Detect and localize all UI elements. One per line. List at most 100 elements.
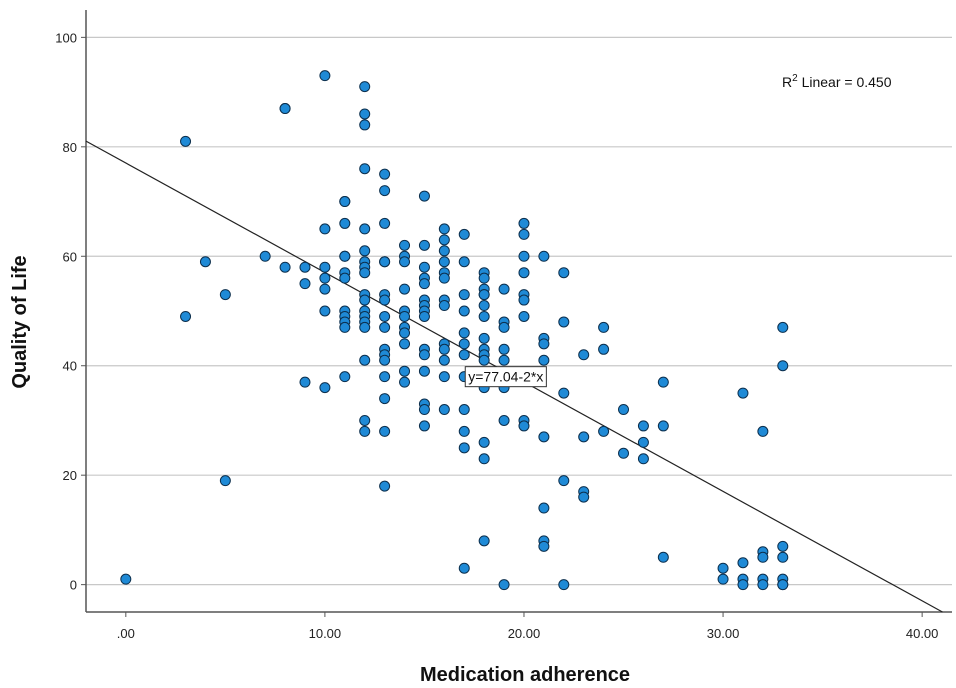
data-point: [319, 382, 331, 394]
data-point: [558, 475, 570, 487]
data-point: [399, 365, 411, 377]
data-point: [399, 283, 411, 295]
data-point: [558, 316, 570, 328]
data-point: [558, 579, 570, 591]
data-point: [379, 371, 391, 383]
data-point: [379, 393, 391, 405]
data-point: [418, 239, 430, 251]
data-point: [498, 283, 510, 295]
data-point: [438, 234, 450, 246]
data-point: [478, 436, 490, 448]
data-point: [458, 228, 470, 240]
data-point: [359, 108, 371, 120]
data-point: [458, 338, 470, 350]
y-tick-label: 60: [63, 249, 77, 264]
x-tick-label: 40.00: [906, 626, 939, 641]
data-point: [478, 453, 490, 465]
data-point: [518, 420, 530, 432]
data-point: [359, 354, 371, 366]
data-point: [498, 414, 510, 426]
data-point: [438, 223, 450, 235]
x-tick-labels: .00 10.00 20.00 30.00 40.00: [117, 626, 939, 641]
data-point: [359, 414, 371, 426]
x-tick-label: 20.00: [508, 626, 541, 641]
data-point: [757, 425, 769, 437]
data-point: [498, 354, 510, 366]
data-point: [538, 540, 550, 552]
data-point: [637, 436, 649, 448]
data-point: [578, 349, 590, 361]
data-point: [478, 535, 490, 547]
data-point: [777, 360, 789, 372]
data-point: [538, 431, 550, 443]
data-point: [657, 551, 669, 563]
data-point: [498, 343, 510, 355]
data-point: [558, 387, 570, 399]
r-squared-prefix: R: [782, 74, 792, 90]
fit-line-label-box: [464, 366, 547, 388]
data-point: [777, 540, 789, 552]
y-tick-label: 0: [70, 578, 77, 593]
data-point: [399, 310, 411, 322]
data-point: [518, 228, 530, 240]
data-point: [180, 135, 192, 147]
data-point: [478, 289, 490, 301]
data-point: [339, 196, 351, 208]
data-point: [219, 289, 231, 301]
data-point: [359, 223, 371, 235]
data-point: [299, 261, 311, 273]
data-point: [478, 300, 490, 312]
data-point: [757, 579, 769, 591]
x-tick-label: .00: [117, 626, 135, 641]
data-point: [219, 475, 231, 487]
data-point: [339, 250, 351, 262]
data-point: [418, 365, 430, 377]
data-point: [518, 267, 530, 279]
data-point: [399, 376, 411, 388]
y-tick-label: 80: [63, 140, 77, 155]
data-point: [438, 371, 450, 383]
data-point: [458, 404, 470, 416]
data-point: [637, 453, 649, 465]
data-point: [359, 267, 371, 279]
data-point: [299, 278, 311, 290]
y-axis-title: Quality of Life: [9, 255, 31, 388]
data-point: [618, 404, 630, 416]
data-point: [478, 310, 490, 322]
data-point: [418, 261, 430, 273]
data-point: [379, 168, 391, 180]
data-point: [737, 557, 749, 569]
data-point: [359, 245, 371, 257]
data-point: [279, 261, 291, 273]
y-tick-label: 20: [63, 468, 77, 483]
data-point: [418, 420, 430, 432]
data-point: [438, 245, 450, 257]
data-point: [538, 354, 550, 366]
data-point: [518, 310, 530, 322]
data-point: [359, 294, 371, 306]
data-point: [299, 376, 311, 388]
data-point: [418, 349, 430, 361]
data-point: [458, 256, 470, 268]
data-point: [578, 491, 590, 503]
data-point: [399, 256, 411, 268]
data-point: [319, 261, 331, 273]
data-point: [458, 562, 470, 574]
data-point: [458, 349, 470, 361]
data-point: [498, 579, 510, 591]
data-point: [558, 267, 570, 279]
data-point: [478, 332, 490, 344]
data-point: [538, 502, 550, 514]
data-point: [339, 217, 351, 229]
data-point: [717, 573, 729, 585]
data-point: [379, 310, 391, 322]
data-point: [478, 272, 490, 284]
data-point: [438, 256, 450, 268]
data-point: [418, 310, 430, 322]
data-point: [458, 305, 470, 317]
data-point: [339, 371, 351, 383]
data-point: [458, 442, 470, 454]
data-point: [418, 278, 430, 290]
data-point: [199, 256, 211, 268]
